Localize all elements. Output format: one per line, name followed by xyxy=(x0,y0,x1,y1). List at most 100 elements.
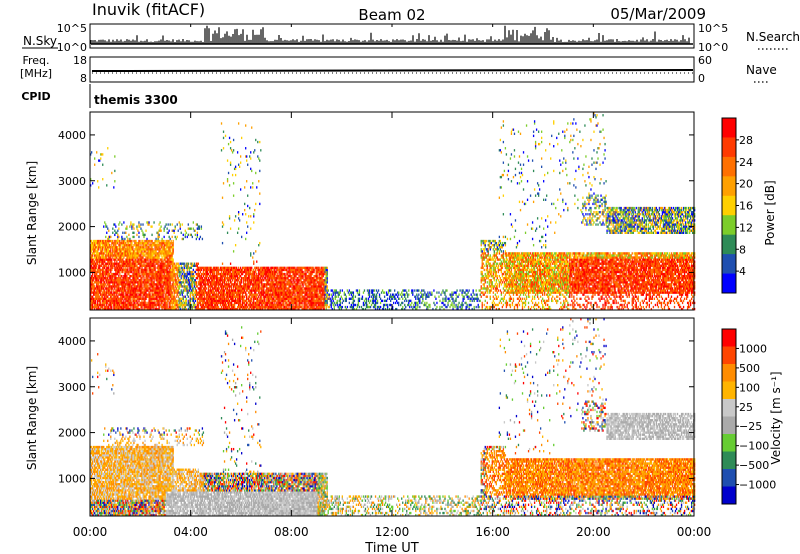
data-cell xyxy=(254,297,256,300)
data-cell xyxy=(279,285,281,288)
data-cell xyxy=(286,272,288,276)
data-cell xyxy=(162,250,164,253)
data-cell xyxy=(90,307,92,311)
data-cell xyxy=(258,305,260,309)
data-cell xyxy=(108,287,110,290)
data-cell xyxy=(197,274,200,278)
data-cell xyxy=(184,301,186,305)
data-cell xyxy=(227,293,230,296)
data-cell xyxy=(160,270,162,274)
data-cell xyxy=(136,241,138,245)
data-cell xyxy=(96,256,98,259)
data-cell xyxy=(233,285,236,288)
data-cell xyxy=(253,295,255,298)
data-cell xyxy=(298,293,300,296)
data-cell xyxy=(169,256,171,259)
data-cell xyxy=(166,274,168,278)
data-cell xyxy=(181,262,183,265)
data-cell xyxy=(99,246,101,249)
data-cell xyxy=(223,285,226,288)
data-cell xyxy=(151,272,153,276)
data-cell xyxy=(105,241,107,245)
data-cell xyxy=(273,295,275,298)
data-cell xyxy=(160,285,162,288)
data-cell xyxy=(262,287,264,290)
data-cell xyxy=(147,295,149,298)
data-cell xyxy=(255,297,257,300)
data-cell xyxy=(150,305,152,309)
data-cell xyxy=(283,283,285,286)
data-cell xyxy=(148,268,150,272)
data-cell xyxy=(166,291,168,294)
data-cell xyxy=(204,279,207,282)
data-cell xyxy=(273,307,275,311)
data-cell xyxy=(239,285,242,288)
data-cell xyxy=(99,264,101,267)
data-cell xyxy=(280,281,282,284)
data-cell xyxy=(154,266,156,270)
data-cell xyxy=(198,272,201,276)
data-cell xyxy=(118,299,120,303)
data-cell xyxy=(138,274,140,278)
data-cell xyxy=(176,303,178,307)
data-cell xyxy=(110,256,112,259)
data-cell xyxy=(212,297,215,300)
data-cell xyxy=(142,301,144,305)
data-cell xyxy=(111,279,113,282)
data-cell xyxy=(152,270,154,274)
data-cell xyxy=(114,293,116,296)
data-cell xyxy=(179,262,181,265)
data-cell xyxy=(232,299,235,303)
data-cell xyxy=(229,285,232,288)
data-cell xyxy=(213,287,216,290)
data-cell xyxy=(116,289,118,292)
data-cell xyxy=(92,277,94,280)
data-cell xyxy=(282,295,284,298)
data-cell xyxy=(189,293,191,296)
data-cell xyxy=(141,281,143,284)
data-cell xyxy=(230,305,233,309)
data-cell xyxy=(191,262,193,265)
data-cell xyxy=(141,246,143,249)
data-cell xyxy=(262,283,264,286)
data-cell xyxy=(225,293,228,296)
data-cell xyxy=(241,295,243,298)
data-cell xyxy=(161,305,163,309)
data-cell xyxy=(273,293,275,296)
data-cell xyxy=(222,182,225,185)
data-cell xyxy=(217,293,220,296)
data-cell xyxy=(130,281,132,284)
data-cell xyxy=(159,274,161,278)
data-cell xyxy=(287,293,289,296)
data-cell xyxy=(109,235,111,239)
data-cell xyxy=(114,254,116,257)
data-cell xyxy=(252,293,254,296)
data-cell xyxy=(166,241,168,245)
data-cell xyxy=(150,256,152,259)
data-cell xyxy=(179,279,181,282)
data-cell xyxy=(292,289,294,292)
data-cell xyxy=(223,305,226,309)
data-cell xyxy=(162,239,164,243)
data-cell xyxy=(128,258,130,261)
data-cell xyxy=(270,274,272,278)
data-cell xyxy=(150,244,152,247)
data-cell xyxy=(104,289,106,292)
data-cell xyxy=(128,283,130,286)
data-cell xyxy=(184,281,186,284)
data-cell xyxy=(138,250,140,253)
data-cell xyxy=(100,279,102,282)
data-cell xyxy=(176,272,178,276)
data-cell xyxy=(111,297,113,300)
data-cell xyxy=(146,237,148,241)
data-cell xyxy=(300,266,302,270)
data-cell xyxy=(117,283,119,286)
data-cell xyxy=(226,307,229,311)
data-cell xyxy=(126,252,128,255)
data-cell xyxy=(250,283,252,286)
data-cell xyxy=(201,272,204,276)
data-cell xyxy=(114,241,116,245)
data-cell xyxy=(286,303,288,307)
data-cell xyxy=(200,272,203,276)
